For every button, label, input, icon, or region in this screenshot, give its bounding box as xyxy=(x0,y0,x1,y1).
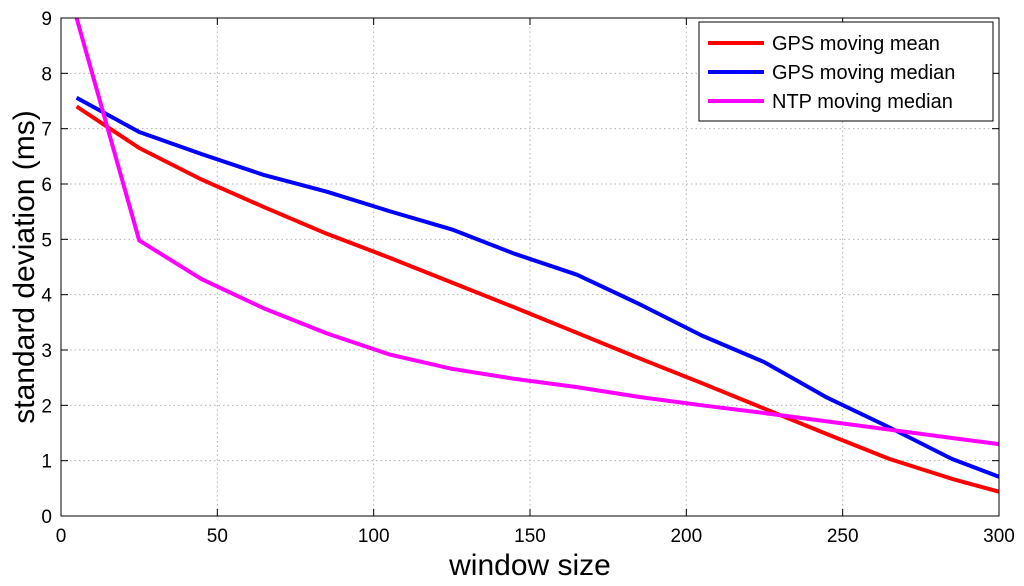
series-line-gps-moving-mean xyxy=(75,104,1000,494)
y-tick-label: 4 xyxy=(41,286,52,307)
legend: GPS moving mean GPS moving median NTP movi… xyxy=(698,21,994,122)
y-tick-label: 3 xyxy=(41,341,52,362)
x-tick-label: 50 xyxy=(207,526,228,547)
x-tick-label: 250 xyxy=(827,526,859,547)
y-tick-label: 2 xyxy=(41,396,52,417)
y-tick-label: 6 xyxy=(41,175,52,196)
x-axis-label: window size xyxy=(448,549,611,582)
axis-ticks: 0 50 100 150 200 250 300 0 1 2 3 4 5 6 7 8 9 xyxy=(41,9,1014,547)
series-line-ntp-moving-median xyxy=(74,17,1000,447)
y-tick-label: 9 xyxy=(41,9,52,30)
series-line-gps-moving-median xyxy=(75,95,1000,479)
legend-label-gps-moving-mean: GPS moving mean xyxy=(772,33,940,55)
legend-label-ntp-moving-median: NTP moving median xyxy=(772,91,953,113)
y-tick-label: 5 xyxy=(41,230,52,251)
legend-label-gps-moving-median: GPS moving median xyxy=(772,62,955,84)
y-tick-label: 7 xyxy=(41,120,52,141)
x-tick-label: 200 xyxy=(670,526,702,547)
y-tick-label: 0 xyxy=(41,507,52,528)
x-tick-label: 100 xyxy=(358,526,390,547)
y-tick-label: 1 xyxy=(41,452,52,473)
x-tick-label: 300 xyxy=(983,526,1015,547)
series-group xyxy=(74,17,1000,494)
grid xyxy=(61,18,999,516)
x-tick-label: 150 xyxy=(514,526,546,547)
x-tick-label: 0 xyxy=(56,526,67,547)
y-tick-label: 8 xyxy=(41,64,52,85)
y-axis-label: standard deviation (ms) xyxy=(8,110,41,423)
